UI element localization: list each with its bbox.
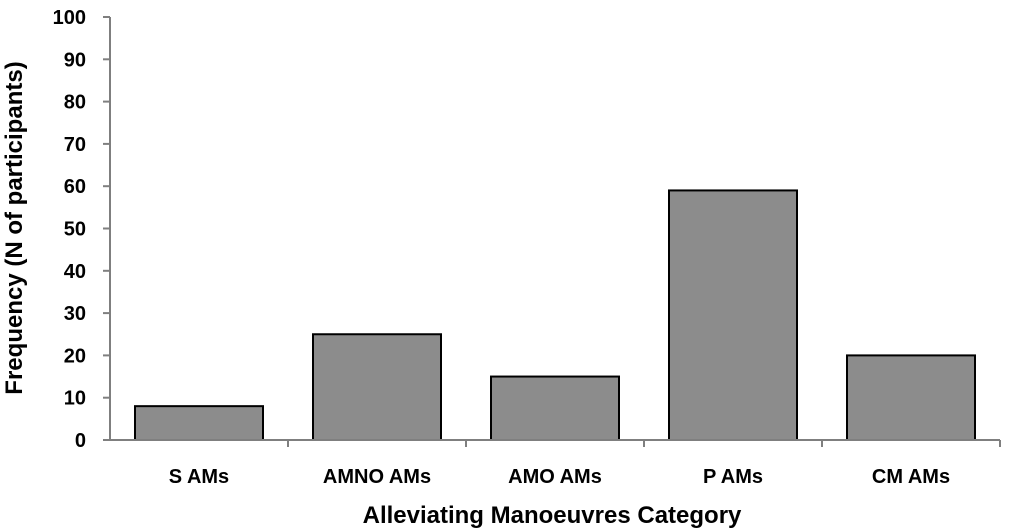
y-tick-label: 60: [64, 176, 86, 198]
x-category-label: S AMs: [169, 466, 229, 488]
x-axis-title: Alleviating Manoeuvres Category: [363, 502, 742, 529]
y-tick-label: 20: [64, 345, 86, 367]
y-tick-label: 80: [64, 92, 86, 114]
y-tick-label: 90: [64, 49, 86, 71]
y-tick-label: 100: [53, 7, 86, 29]
bar-s-ams: [134, 405, 264, 442]
bar-cm-ams: [846, 354, 976, 441]
y-tick-label: 50: [64, 219, 86, 241]
y-axis-ticks: 0 10 20 30 40 50 60 70 80 90 100: [53, 7, 110, 452]
x-category-label: AMO AMs: [508, 466, 602, 488]
bars: [134, 189, 976, 442]
y-axis-title: Frequency (N of participants): [1, 61, 28, 394]
x-category-label: P AMs: [703, 466, 763, 488]
x-category-label: CM AMs: [872, 466, 950, 488]
y-tick-label: 70: [64, 134, 86, 156]
x-axis-labels: S AMs AMNO AMs AMO AMs P AMs CM AMs: [169, 440, 1001, 488]
y-tick-label: 0: [75, 430, 86, 452]
bar-p-ams: [668, 189, 798, 441]
x-category-label: AMNO AMs: [323, 466, 431, 488]
y-tick-label: 40: [64, 261, 86, 283]
bar-amno-ams: [312, 333, 442, 441]
y-tick-label: 10: [64, 388, 86, 410]
y-tick-label: 30: [64, 303, 86, 325]
bar-amo-ams: [490, 375, 620, 441]
